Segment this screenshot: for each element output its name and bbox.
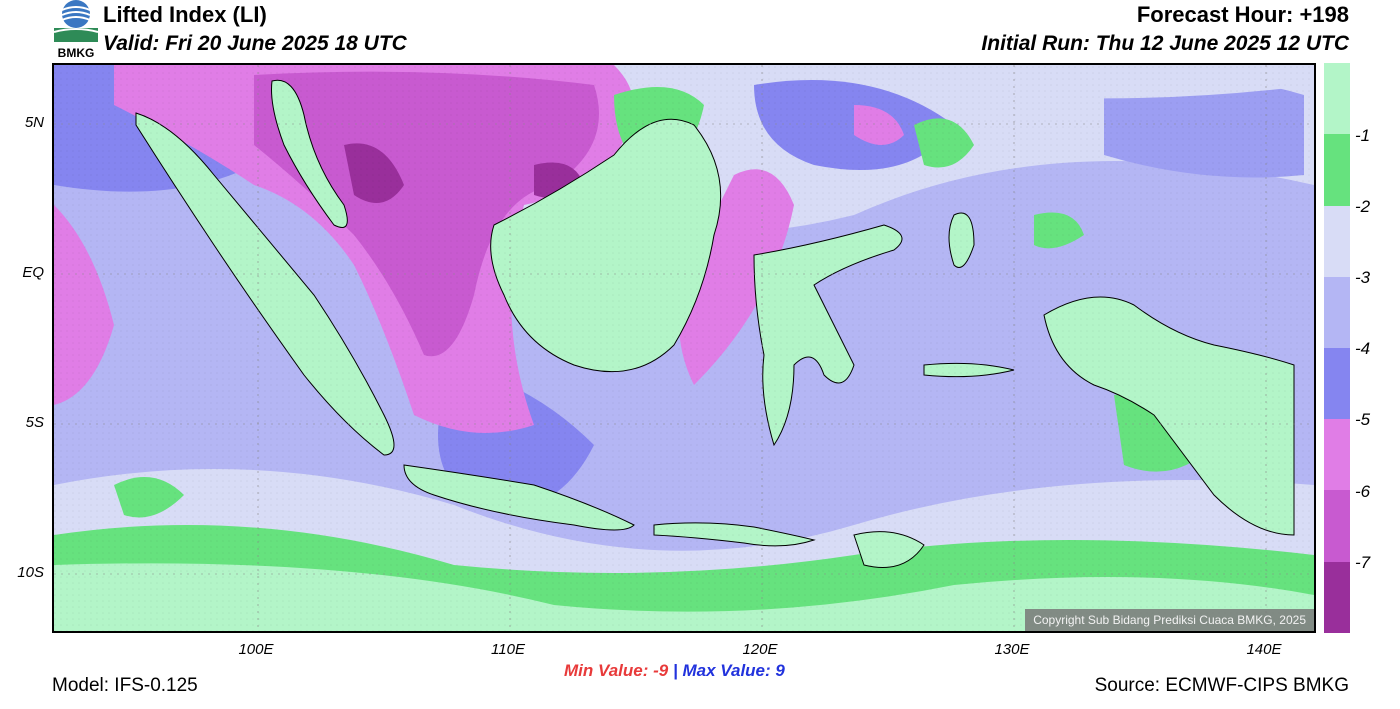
- forecast-hour: Forecast Hour: +198: [1136, 2, 1349, 27]
- lon-label-110e: 110E: [491, 641, 525, 658]
- colorbar-block: [1324, 419, 1350, 490]
- lat-label-5s: 5S: [25, 414, 44, 431]
- min-label: Min Value:: [564, 661, 649, 680]
- colorbar-label: -4: [1355, 339, 1371, 358]
- colorbar-block: [1324, 206, 1350, 277]
- colorbar-label: -3: [1355, 268, 1371, 287]
- valid-time: Valid: Fri 20 June 2025 18 UTC: [103, 32, 407, 55]
- colorbar-block: [1324, 348, 1350, 419]
- map-canvas: [54, 65, 1314, 631]
- colorbar-label: -1: [1355, 126, 1371, 145]
- colorbar: [1324, 63, 1350, 633]
- bmkg-logo: BMKG: [53, 0, 99, 60]
- colorbar-label: -6: [1355, 482, 1371, 501]
- lat-label-10s: 10S: [17, 564, 44, 581]
- lon-label-140e: 140E: [1246, 641, 1282, 658]
- colorbar-block: [1324, 490, 1350, 562]
- max-value: 9: [775, 661, 785, 680]
- source-label: Source: ECMWF-CIPS BMKG: [1094, 675, 1349, 696]
- lon-label-130e: 130E: [994, 641, 1030, 658]
- colorbar-label: -7: [1355, 553, 1371, 572]
- colorbar-block: [1324, 562, 1350, 633]
- colorbar-block: [1324, 134, 1350, 206]
- min-value: -9: [653, 661, 669, 680]
- colorbar-block: [1324, 277, 1350, 348]
- colorbar-label: -5: [1355, 410, 1371, 429]
- lon-label-100e: 100E: [238, 641, 274, 658]
- svg-text:BMKG: BMKG: [58, 46, 95, 60]
- model-label: Model: IFS-0.125: [52, 675, 198, 696]
- lon-label-120e: 120E: [742, 641, 778, 658]
- colorbar-block: [1324, 63, 1350, 134]
- lifted-index-map: Copyright Sub Bidang Prediksi Cuaca BMKG…: [52, 63, 1316, 633]
- min-max-values: Min Value: -9 | Max Value: 9: [564, 661, 785, 681]
- lat-label-5n: 5N: [24, 114, 44, 131]
- max-label: Max Value:: [682, 661, 771, 680]
- chart-title: Lifted Index (LI): [103, 2, 267, 27]
- lat-label-eq: EQ: [22, 264, 44, 281]
- initial-run: Initial Run: Thu 12 June 2025 12 UTC: [981, 32, 1349, 55]
- stats-separator: |: [672, 661, 678, 680]
- copyright-notice: Copyright Sub Bidang Prediksi Cuaca BMKG…: [1025, 609, 1314, 631]
- colorbar-label: -2: [1355, 197, 1371, 216]
